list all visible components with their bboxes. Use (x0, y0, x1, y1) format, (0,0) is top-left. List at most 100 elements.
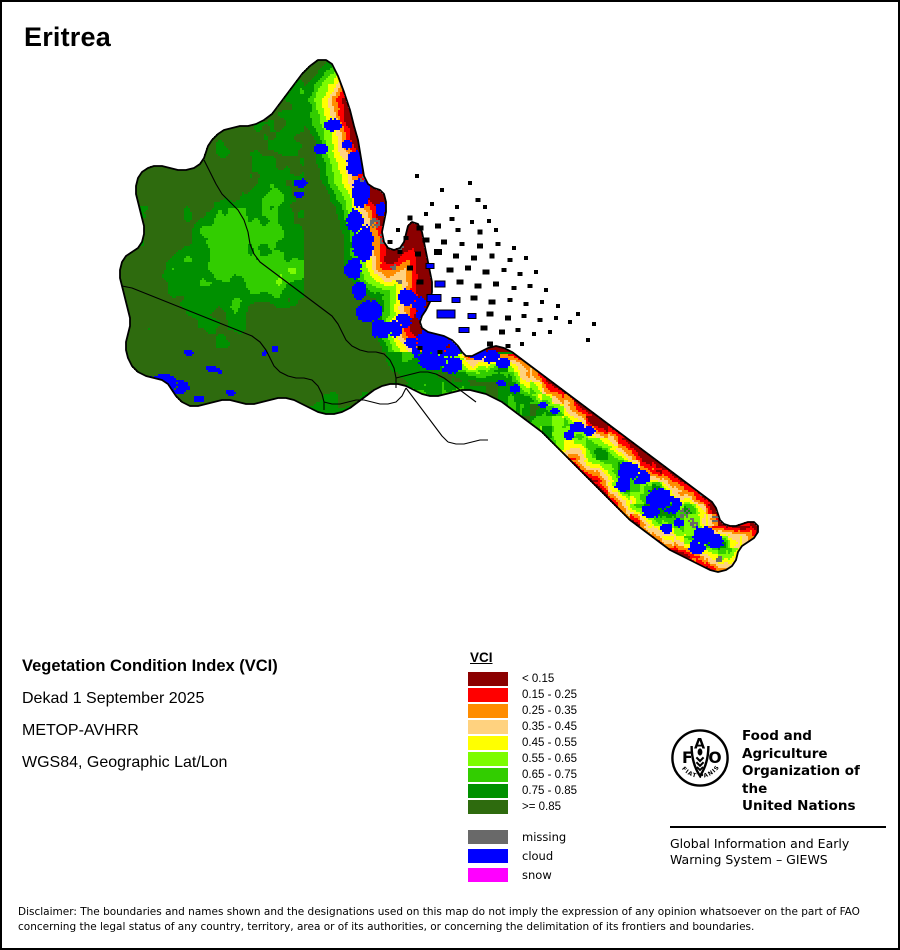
admin-boundary-path (395, 371, 477, 403)
island-shape (480, 325, 488, 331)
fao-divider (670, 825, 886, 828)
island-shape (417, 346, 423, 350)
legend-row-special: snow (468, 866, 577, 883)
island-shape (416, 225, 424, 231)
island-shape (471, 255, 477, 261)
island-shape (548, 330, 552, 334)
island-shape (534, 270, 538, 274)
fao-organization-name: Food and Agriculture Organization of the… (742, 728, 886, 816)
legend-label: >= 0.85 (522, 801, 562, 813)
legend-swatch (468, 784, 508, 798)
island-shape (425, 262, 435, 270)
island-shape (434, 280, 446, 288)
legend-extra-list: missing cloud snow (468, 828, 577, 883)
island-shape (437, 350, 443, 354)
island-shape (512, 246, 516, 250)
island-shape (486, 311, 494, 317)
info-period: Dekad 1 September 2025 (22, 690, 205, 707)
island-shape (424, 212, 428, 216)
island-shape (430, 202, 434, 206)
page-title: Eritrea (24, 22, 111, 52)
island-shape (456, 279, 464, 285)
island-shape (507, 298, 513, 302)
svg-text:O: O (708, 749, 721, 767)
legend-label: 0.55 - 0.65 (522, 753, 577, 765)
island-shape (586, 338, 590, 342)
island-shape (470, 220, 474, 224)
island-shape (415, 174, 419, 178)
legend-row: 0.45 - 0.55 (468, 735, 577, 751)
island-shape (544, 288, 548, 292)
island-shape (459, 242, 465, 246)
legend-row: 0.65 - 0.75 (468, 767, 577, 783)
island-shape (494, 228, 498, 232)
legend-row: 0.15 - 0.25 (468, 687, 577, 703)
legend-label: 0.35 - 0.45 (522, 721, 577, 733)
island-shape (407, 215, 413, 221)
island-shape (523, 302, 529, 306)
island-shape (455, 228, 461, 232)
legend-title: VCI (470, 650, 493, 665)
island-shape (415, 251, 421, 257)
legend-row: >= 0.85 (468, 799, 577, 815)
info-product: Vegetation Condition Index (VCI) (22, 657, 278, 675)
legend-row-special: cloud (468, 847, 577, 864)
island-shape (483, 205, 487, 209)
island-shape (396, 228, 400, 232)
island-shape (482, 269, 490, 275)
legend-swatch (468, 720, 508, 734)
fao-logo-icon: F A O FIAT PANIS (671, 729, 729, 787)
island-shape (426, 293, 442, 303)
disclaimer-text: Disclaimer: The boundaries and names sho… (18, 906, 860, 933)
fao-branding: F A O FIAT PANIS Food and Agricultu (670, 728, 886, 869)
island-shape (475, 198, 481, 202)
island-shape (527, 284, 533, 288)
island-shape (495, 242, 501, 246)
admin-boundary-path (323, 387, 407, 405)
island-shape (520, 342, 524, 346)
island-shape (435, 223, 441, 229)
dahlak-islands (387, 174, 596, 354)
island-shape (446, 267, 454, 273)
map-canvas (2, 52, 898, 632)
admin-boundaries (121, 159, 488, 445)
island-shape (507, 258, 513, 262)
island-shape (436, 309, 456, 319)
island-shape (487, 219, 491, 223)
legend-label: cloud (522, 848, 554, 863)
island-shape (467, 312, 477, 320)
island-shape (451, 296, 461, 304)
island-shape (474, 283, 482, 289)
island-shape (515, 328, 521, 332)
island-shape (511, 286, 517, 290)
island-shape (397, 250, 403, 254)
legend-swatch (468, 848, 508, 863)
island-shape (470, 295, 478, 301)
island-shape (455, 205, 459, 209)
island-shape (505, 344, 511, 348)
svg-text:F: F (682, 749, 693, 767)
island-shape (524, 256, 528, 260)
island-shape (501, 268, 507, 272)
island-shape (493, 281, 499, 287)
legend-swatch (468, 800, 508, 814)
legend-label: missing (522, 829, 567, 844)
legend-swatch (468, 704, 508, 718)
island-shape (576, 312, 580, 316)
legend-row-special: missing (468, 828, 577, 845)
legend-row: 0.55 - 0.65 (468, 751, 577, 767)
admin-boundary-path (203, 159, 397, 388)
admin-boundary-path (121, 285, 325, 410)
legend-row: 0.25 - 0.35 (468, 703, 577, 719)
island-shape (465, 265, 471, 271)
island-shape (468, 181, 472, 185)
country-outline (119, 59, 759, 573)
island-shape (568, 320, 572, 324)
legend-label: snow (522, 867, 552, 882)
island-shape (488, 299, 496, 305)
legend-swatch (468, 867, 508, 882)
legend-label: < 0.15 (522, 673, 555, 685)
legend-row: 0.75 - 0.85 (468, 783, 577, 799)
legend-row: 0.35 - 0.45 (468, 719, 577, 735)
